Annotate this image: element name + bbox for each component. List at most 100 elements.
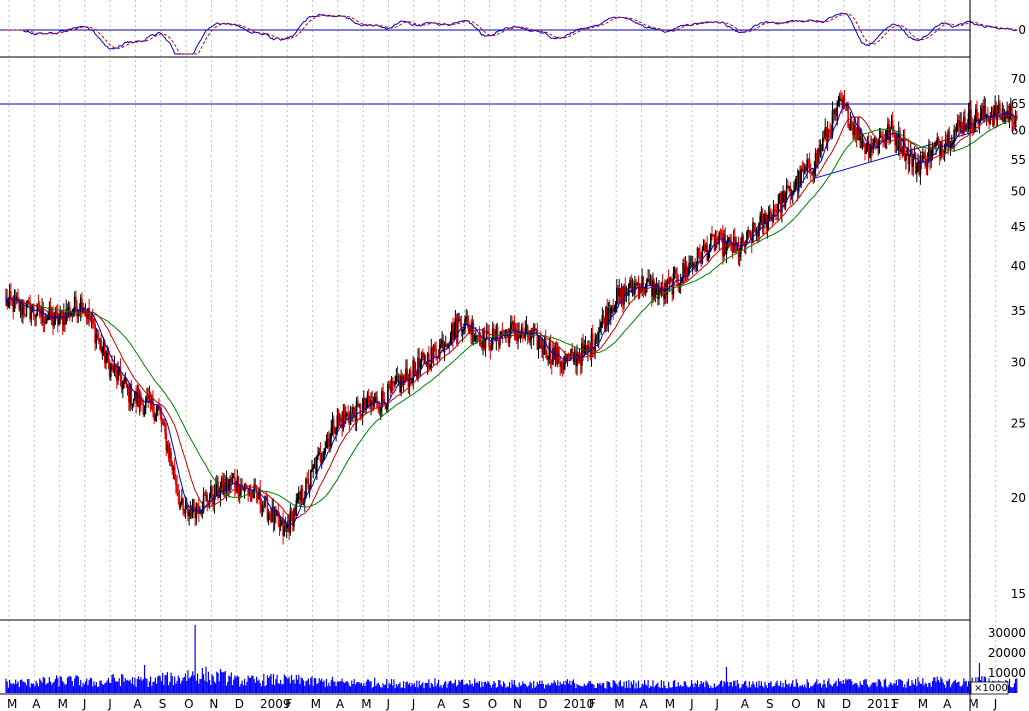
volume-bar	[498, 679, 500, 693]
volume-bar	[833, 684, 835, 693]
month-tick-label: 2010	[564, 697, 595, 711]
candle	[687, 267, 689, 281]
month-tick-label: M	[968, 697, 978, 711]
volume-bar	[755, 681, 758, 693]
candle	[917, 153, 919, 172]
candle	[678, 282, 681, 294]
volume-bar	[786, 684, 788, 693]
volume-bar	[436, 683, 438, 693]
candle	[983, 96, 986, 123]
candle	[856, 117, 859, 141]
volume-bar	[821, 687, 823, 693]
candle	[754, 223, 757, 234]
volume-bar	[795, 679, 797, 693]
volume-bar	[240, 683, 242, 693]
volume-bar	[133, 684, 135, 693]
candle	[282, 511, 284, 545]
candle	[616, 279, 618, 313]
candle	[117, 361, 119, 385]
candle	[307, 469, 310, 493]
candle	[461, 328, 464, 343]
volume-bar	[280, 679, 282, 693]
candle	[636, 281, 639, 287]
candle	[196, 503, 199, 514]
candle	[438, 338, 441, 361]
candle	[777, 194, 780, 221]
candle	[431, 346, 434, 364]
volume-bar	[586, 685, 588, 693]
candle	[828, 128, 830, 138]
volume-bar	[672, 680, 675, 693]
candle	[595, 333, 598, 344]
price-tick-label: 50	[1011, 185, 1026, 199]
candle	[649, 273, 652, 286]
candle	[696, 246, 699, 271]
oscillator-panel: 0	[0, 12, 1026, 55]
volume-bar	[657, 682, 659, 693]
volume-bar	[959, 686, 961, 693]
candle	[663, 287, 665, 307]
candle	[958, 115, 960, 137]
candle	[7, 297, 10, 308]
volume-bar	[13, 684, 16, 693]
volume-bar	[299, 683, 301, 693]
volume-bar	[175, 683, 177, 693]
volume-bar	[174, 676, 176, 693]
volume-bar	[878, 679, 881, 693]
candle	[862, 138, 865, 147]
volume-bar	[600, 685, 602, 693]
candle	[159, 404, 162, 420]
volume-bar	[542, 684, 544, 693]
volume-bar	[337, 681, 340, 693]
volume-bar	[183, 676, 185, 693]
volume-bar	[246, 681, 248, 693]
volume-bar	[127, 679, 129, 693]
candle	[706, 236, 708, 262]
candle	[482, 328, 484, 356]
candle	[423, 352, 425, 364]
volume-bar	[613, 680, 616, 693]
candle	[301, 485, 304, 504]
volume-bar	[570, 685, 572, 693]
candle	[183, 508, 186, 517]
candle	[211, 485, 213, 506]
candle	[165, 423, 168, 457]
candle	[105, 350, 107, 370]
candle	[178, 489, 181, 511]
candle	[566, 353, 569, 367]
volume-bar	[848, 679, 850, 693]
volume-bar	[347, 682, 349, 693]
volume-bar	[52, 682, 54, 693]
volume-bar	[746, 686, 748, 693]
candle	[609, 304, 612, 326]
candle	[123, 376, 125, 389]
candle	[824, 118, 827, 140]
candle	[499, 331, 501, 350]
volume-bar	[472, 686, 475, 693]
volume-bar	[880, 681, 882, 693]
candle	[346, 411, 348, 417]
volume-bar	[819, 683, 822, 693]
volume-bar	[560, 684, 562, 693]
candle	[316, 455, 318, 481]
volume-bar	[324, 686, 326, 693]
volume-bar	[270, 673, 272, 693]
candle	[941, 136, 943, 159]
volume-bar	[87, 685, 89, 693]
volume-bar	[48, 676, 50, 693]
volume-bar	[515, 685, 517, 693]
candle	[647, 269, 649, 283]
candle	[323, 448, 325, 460]
candle	[888, 119, 890, 146]
volume-bar	[868, 687, 870, 693]
candle	[388, 380, 390, 389]
volume-bar	[122, 674, 124, 693]
candle	[799, 165, 801, 188]
candle	[53, 312, 55, 329]
volume-bar	[495, 687, 497, 693]
volume-bar	[1013, 683, 1015, 693]
candle	[584, 336, 587, 355]
volume-bar	[143, 665, 146, 693]
volume-bar	[229, 676, 231, 693]
candle	[419, 358, 422, 376]
